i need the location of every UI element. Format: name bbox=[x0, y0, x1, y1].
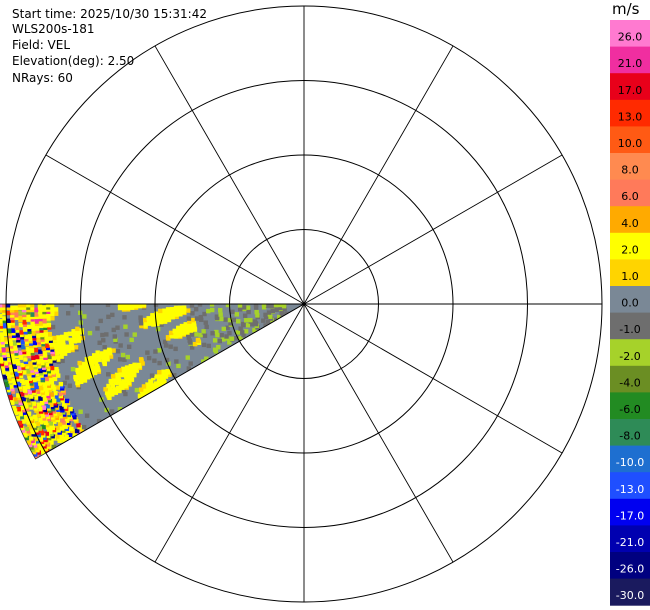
colorbar-tick: 26.0 bbox=[618, 31, 643, 44]
colorbar-band bbox=[610, 99, 650, 127]
colorbar-band bbox=[610, 153, 650, 181]
colorbar-band bbox=[610, 46, 650, 74]
azimuth-spoke bbox=[303, 154, 563, 305]
elevation-label: Elevation(deg): 2.50 bbox=[12, 54, 135, 68]
colorbar-tick: -8.0 bbox=[619, 430, 640, 443]
field-label: Field: VEL bbox=[12, 38, 71, 52]
azimuth-spoke bbox=[45, 154, 305, 305]
colorbar-band bbox=[610, 419, 650, 447]
colorbar-band bbox=[610, 498, 650, 526]
colorbar-band bbox=[610, 126, 650, 154]
colorbar-tick: -4.0 bbox=[619, 376, 640, 389]
colorbar-tick: 4.0 bbox=[621, 217, 639, 230]
colorbar-band bbox=[610, 20, 650, 48]
colorbar-band bbox=[610, 206, 650, 234]
colorbar-band bbox=[610, 365, 650, 393]
colorbar-unit: m/s bbox=[612, 0, 640, 18]
colorbar-tick: -1.0 bbox=[619, 323, 640, 336]
colorbar-tick: 13.0 bbox=[618, 110, 643, 123]
colorbar-tick: -17.0 bbox=[616, 509, 644, 522]
colorbar-tick: -6.0 bbox=[619, 403, 640, 416]
colorbar-band bbox=[610, 339, 650, 367]
colorbar-tick: -26.0 bbox=[616, 563, 644, 576]
colorbar-band bbox=[610, 552, 650, 580]
colorbar-band bbox=[610, 525, 650, 553]
colorbar-tick: 21.0 bbox=[618, 57, 643, 70]
colorbar-tick: -30.0 bbox=[616, 589, 644, 602]
colorbar-tick: 8.0 bbox=[621, 164, 639, 177]
azimuth-spoke bbox=[303, 303, 563, 454]
colorbar-band bbox=[610, 392, 650, 420]
colorbar-band bbox=[610, 472, 650, 500]
colorbar: 26.0 21.0 17.0 13.0 10.0 8.0 6.0 4.0 2.0 1.0 0.0 -1… bbox=[610, 20, 650, 606]
colorbar-tick: -13.0 bbox=[616, 483, 644, 496]
colorbar-tick: 10.0 bbox=[618, 137, 643, 150]
nrays-label: NRays: 60 bbox=[12, 71, 73, 85]
instrument-label: WLS200s-181 bbox=[12, 22, 95, 36]
colorbar-tick: 2.0 bbox=[621, 243, 639, 256]
colorbar-band bbox=[610, 286, 650, 314]
azimuth-spoke bbox=[303, 45, 454, 305]
colorbar-tick: -10.0 bbox=[616, 456, 644, 469]
colorbar-band bbox=[610, 578, 650, 606]
start-time-label: Start time: 2025/10/30 15:31:42 bbox=[12, 7, 207, 21]
range-grid bbox=[5, 5, 603, 603]
colorbar-tick: -2.0 bbox=[619, 350, 640, 363]
azimuth-spoke bbox=[154, 45, 305, 305]
colorbar-tick: -21.0 bbox=[616, 536, 644, 549]
colorbar-band bbox=[610, 445, 650, 473]
azimuth-spoke bbox=[45, 303, 305, 454]
colorbar-tick: 17.0 bbox=[618, 84, 643, 97]
colorbar-tick: 1.0 bbox=[621, 270, 639, 283]
azimuth-spoke bbox=[154, 303, 305, 563]
colorbar-band bbox=[610, 312, 650, 340]
colorbar-tick: 6.0 bbox=[621, 190, 639, 203]
colorbar-band bbox=[610, 259, 650, 287]
velocity-sector bbox=[0, 303, 306, 460]
azimuth-spoke bbox=[303, 303, 454, 563]
colorbar-band bbox=[610, 73, 650, 101]
colorbar-band bbox=[610, 179, 650, 207]
colorbar-band bbox=[610, 232, 650, 260]
colorbar-tick: 0.0 bbox=[621, 297, 639, 310]
